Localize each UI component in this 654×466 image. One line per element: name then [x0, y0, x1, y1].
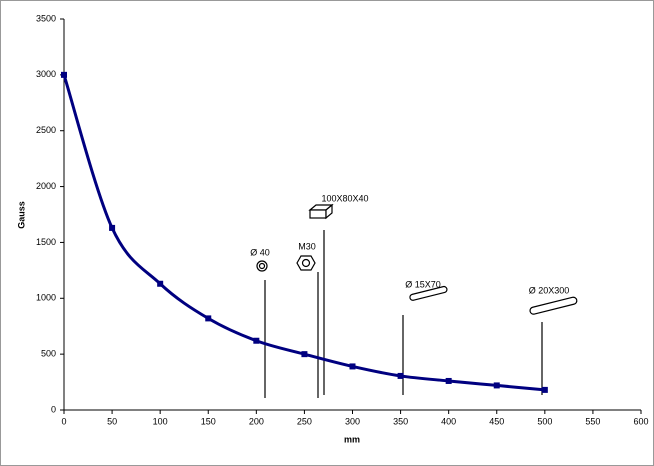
x-tick-label: 350 — [393, 416, 408, 426]
y-tick-label: 1000 — [36, 293, 56, 303]
y-tick-label: 0 — [51, 404, 56, 414]
x-tick-label: 250 — [297, 416, 312, 426]
marker — [109, 224, 116, 231]
annotation: Ø 15X70 — [405, 279, 441, 289]
y-tick-label: 2000 — [36, 181, 56, 191]
x-tick-label: 550 — [585, 416, 600, 426]
marker — [541, 386, 548, 393]
annotation: M30 — [298, 241, 316, 251]
x-tick-label: 300 — [345, 416, 360, 426]
x-tick-label: 450 — [489, 416, 504, 426]
marker — [445, 377, 452, 384]
annotation: 100X80X40 — [321, 193, 368, 203]
marker — [205, 315, 212, 322]
x-axis-label: mm — [344, 434, 360, 444]
x-tick-label: 0 — [61, 416, 66, 426]
marker — [253, 337, 260, 344]
y-axis-label: Gauss — [16, 201, 26, 229]
y-tick-label: 3000 — [36, 69, 56, 79]
marker — [349, 363, 356, 370]
annotation-icons — [256, 203, 578, 315]
marker — [61, 71, 67, 78]
y-tick-label: 500 — [41, 349, 56, 359]
marker — [301, 351, 308, 358]
x-tick-label: 50 — [107, 416, 117, 426]
line — [62, 74, 545, 392]
x-tick-label: 400 — [441, 416, 456, 426]
marker — [493, 382, 500, 389]
x-tick-label: 600 — [633, 416, 648, 426]
y-tick-label: 3500 — [36, 13, 56, 23]
x-tick-label: 500 — [537, 416, 552, 426]
x-tick-label: 150 — [201, 416, 216, 426]
x-tick-label: 200 — [249, 416, 264, 426]
annotation: Ø 40 — [250, 247, 270, 257]
y-tick-label: 2500 — [36, 125, 56, 135]
marker — [157, 280, 164, 287]
marker — [397, 372, 404, 379]
y-tick-label: 1500 — [36, 237, 56, 247]
x-tick-label: 100 — [153, 416, 168, 426]
annotation: Ø 20X300 — [529, 285, 570, 295]
